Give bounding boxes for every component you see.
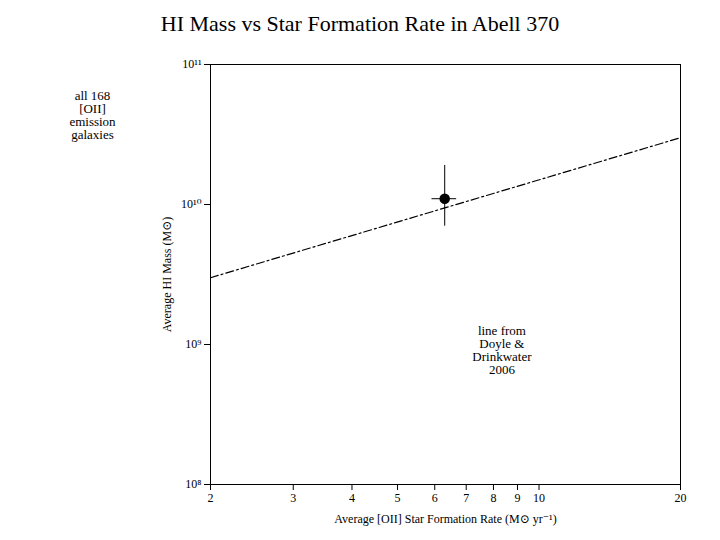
- svg-text:5: 5: [395, 491, 401, 505]
- svg-text:10: 10: [533, 491, 545, 505]
- svg-text:6: 6: [432, 491, 438, 505]
- svg-text:all 168[OII]emissiongalaxies: all 168[OII]emissiongalaxies: [69, 88, 116, 142]
- html-text:HI Mass vs Star Formation Rate: HI Mass vs Star Formation Rate in Abell …: [160, 11, 560, 36]
- svg-text:10⁹: 10⁹: [185, 337, 201, 351]
- svg-text:10⁸: 10⁸: [185, 477, 201, 491]
- svg-text:9: 9: [515, 491, 521, 505]
- svg-text:line fromDoyle &Drinkwater2006: line fromDoyle &Drinkwater2006: [472, 323, 532, 377]
- svg-text:10¹¹: 10¹¹: [182, 57, 202, 71]
- svg-text:7: 7: [463, 491, 469, 505]
- svg-text:8: 8: [490, 491, 496, 505]
- svg-text:4: 4: [349, 491, 355, 505]
- svg-text:Average HI Mass (M⊙): Average HI Mass (M⊙): [160, 217, 174, 332]
- svg-text:20: 20: [675, 491, 687, 505]
- svg-text:10¹⁰: 10¹⁰: [181, 197, 202, 211]
- svg-text:3: 3: [290, 491, 296, 505]
- svg-text:Average [OII] Star Formation R: Average [OII] Star Formation Rate (M⊙ yr…: [334, 512, 556, 526]
- svg-text:2: 2: [208, 491, 214, 505]
